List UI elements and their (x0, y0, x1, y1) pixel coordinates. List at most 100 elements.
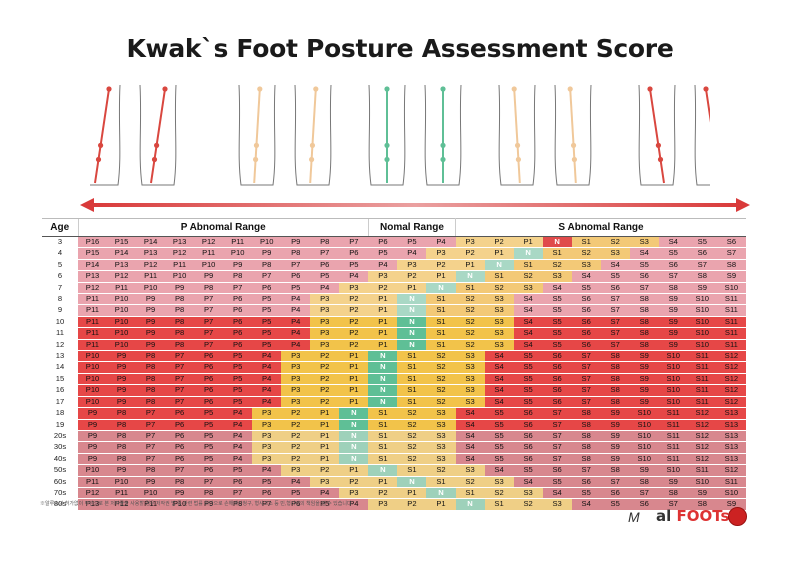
alignment-dot (106, 86, 112, 92)
score-cell: S4 (600, 259, 630, 272)
score-cell: P2 (310, 384, 340, 397)
table-row: 13 P10 P9 P8 P7 P6 P5 P4 P3 P2 P1 N S1 S2 S3 S4 S5 S6 S7 S8… (42, 350, 746, 363)
leg-outline (694, 84, 710, 186)
score-cell: P6 (165, 407, 195, 420)
score-cell: P3 (426, 247, 456, 260)
score-cell: S2 (426, 350, 456, 363)
score-cell: S7 (600, 339, 630, 352)
score-cell: S7 (542, 407, 572, 420)
score-cell: P6 (194, 464, 224, 477)
score-cell: S12 (716, 361, 746, 374)
score-cell: P1 (368, 293, 398, 306)
score-cell: P7 (136, 407, 166, 420)
table-row: 6 P13 P12 P11 P10 P9 P8 P7 P6 P5 P4 P3 P2 P1 N S1 S2 S3 S4… (42, 270, 746, 283)
score-cell: P5 (281, 282, 311, 295)
score-cell: P5 (252, 316, 282, 329)
score-cell: S7 (571, 373, 601, 386)
score-cell: P3 (281, 350, 311, 363)
score-cell: S1 (426, 293, 456, 306)
score-cell: S10 (658, 464, 688, 477)
score-cell: P15 (78, 247, 108, 260)
score-cell: P4 (281, 304, 311, 317)
score-cell: S5 (484, 441, 514, 454)
age-cell: 4 (42, 247, 78, 260)
score-cell: S6 (513, 441, 543, 454)
score-cell: P3 (310, 293, 340, 306)
alignment-line (309, 88, 317, 184)
score-cell: P4 (397, 247, 427, 260)
score-cell: P6 (281, 270, 311, 283)
alignment-dot (647, 86, 653, 92)
table-row: 7 P12 P11 P10 P9 P8 P7 P6 P5 P4 P3 P2 P1 N S1 S2 S3 S4 S5 S… (42, 282, 746, 295)
score-cell: P5 (223, 464, 253, 477)
score-cell: P6 (368, 236, 398, 249)
score-cell: S5 (484, 430, 514, 443)
score-cell: P2 (281, 441, 311, 454)
score-cell: S11 (716, 316, 746, 329)
score-cell: S8 (629, 476, 659, 488)
score-cell: P13 (107, 259, 137, 272)
score-cell: S10 (687, 316, 717, 329)
score-cell: P9 (252, 247, 282, 260)
score-cell: P7 (194, 339, 224, 352)
score-cell: S12 (716, 373, 746, 386)
score-cell: P5 (223, 373, 253, 386)
score-cell: S3 (426, 453, 456, 466)
score-cell: S8 (629, 293, 659, 306)
score-cell: P6 (223, 293, 253, 306)
score-cell: P7 (194, 316, 224, 329)
score-cell: S4 (629, 247, 659, 260)
score-cell: S10 (687, 339, 717, 352)
range-arrow (80, 198, 750, 212)
score-cell: P3 (252, 430, 282, 443)
score-cell: P7 (165, 384, 195, 397)
score-cell: P5 (368, 247, 398, 260)
table-row: 15 P10 P9 P8 P7 P6 P5 P4 P3 P2 P1 N S1 S2 S3 S4 S5 S6 S7 S8… (42, 373, 746, 386)
score-cell: P9 (78, 407, 108, 420)
table-row: 14 P10 P9 P8 P7 P6 P5 P4 P3 P2 P1 N S1 S2 S3 S4 S5 S6 S7 S8… (42, 361, 746, 374)
score-cell: P12 (165, 247, 195, 260)
score-cell: P7 (194, 293, 224, 306)
score-cell: P5 (252, 304, 282, 317)
alignment-dot (440, 142, 446, 148)
score-cell: P1 (368, 476, 398, 488)
score-cell: S7 (600, 293, 630, 306)
score-cell: P3 (252, 441, 282, 454)
score-cell: S7 (571, 384, 601, 397)
feet-pair-5 (638, 84, 710, 186)
alignment-dot (570, 142, 577, 148)
score-cell: N (455, 498, 485, 511)
score-cell: S5 (484, 419, 514, 431)
score-cell: P2 (397, 498, 427, 511)
score-cell: P13 (165, 236, 195, 249)
score-cell: P8 (136, 396, 166, 409)
score-cell: S4 (513, 293, 543, 306)
score-cell: S2 (397, 407, 427, 420)
score-cell: S3 (571, 259, 601, 272)
score-cell: P3 (281, 396, 311, 409)
score-cell: P9 (107, 373, 137, 386)
score-cell: P4 (252, 384, 282, 397)
score-cell: P10 (107, 316, 137, 329)
score-cell: S12 (687, 430, 717, 443)
score-cell: S3 (629, 236, 659, 249)
score-cell: P11 (107, 282, 137, 295)
score-cell: S8 (629, 339, 659, 352)
score-cell: S11 (687, 384, 717, 397)
leg-outline (139, 84, 177, 186)
score-cell: P3 (252, 407, 282, 420)
score-cell: P8 (165, 293, 195, 306)
score-cell: S1 (426, 327, 456, 340)
score-cell: S11 (716, 327, 746, 340)
score-cell: P7 (339, 236, 369, 249)
score-cell: S5 (484, 407, 514, 420)
score-cell: S10 (629, 407, 659, 420)
score-cell: P4 (252, 396, 282, 409)
score-cell: S13 (716, 419, 746, 431)
score-cell: P8 (136, 350, 166, 363)
age-cell: 16 (42, 384, 78, 397)
score-cell: S10 (629, 419, 659, 431)
score-cell: S10 (658, 350, 688, 363)
feet-illustrations (90, 84, 710, 186)
score-cell: P9 (136, 304, 166, 317)
